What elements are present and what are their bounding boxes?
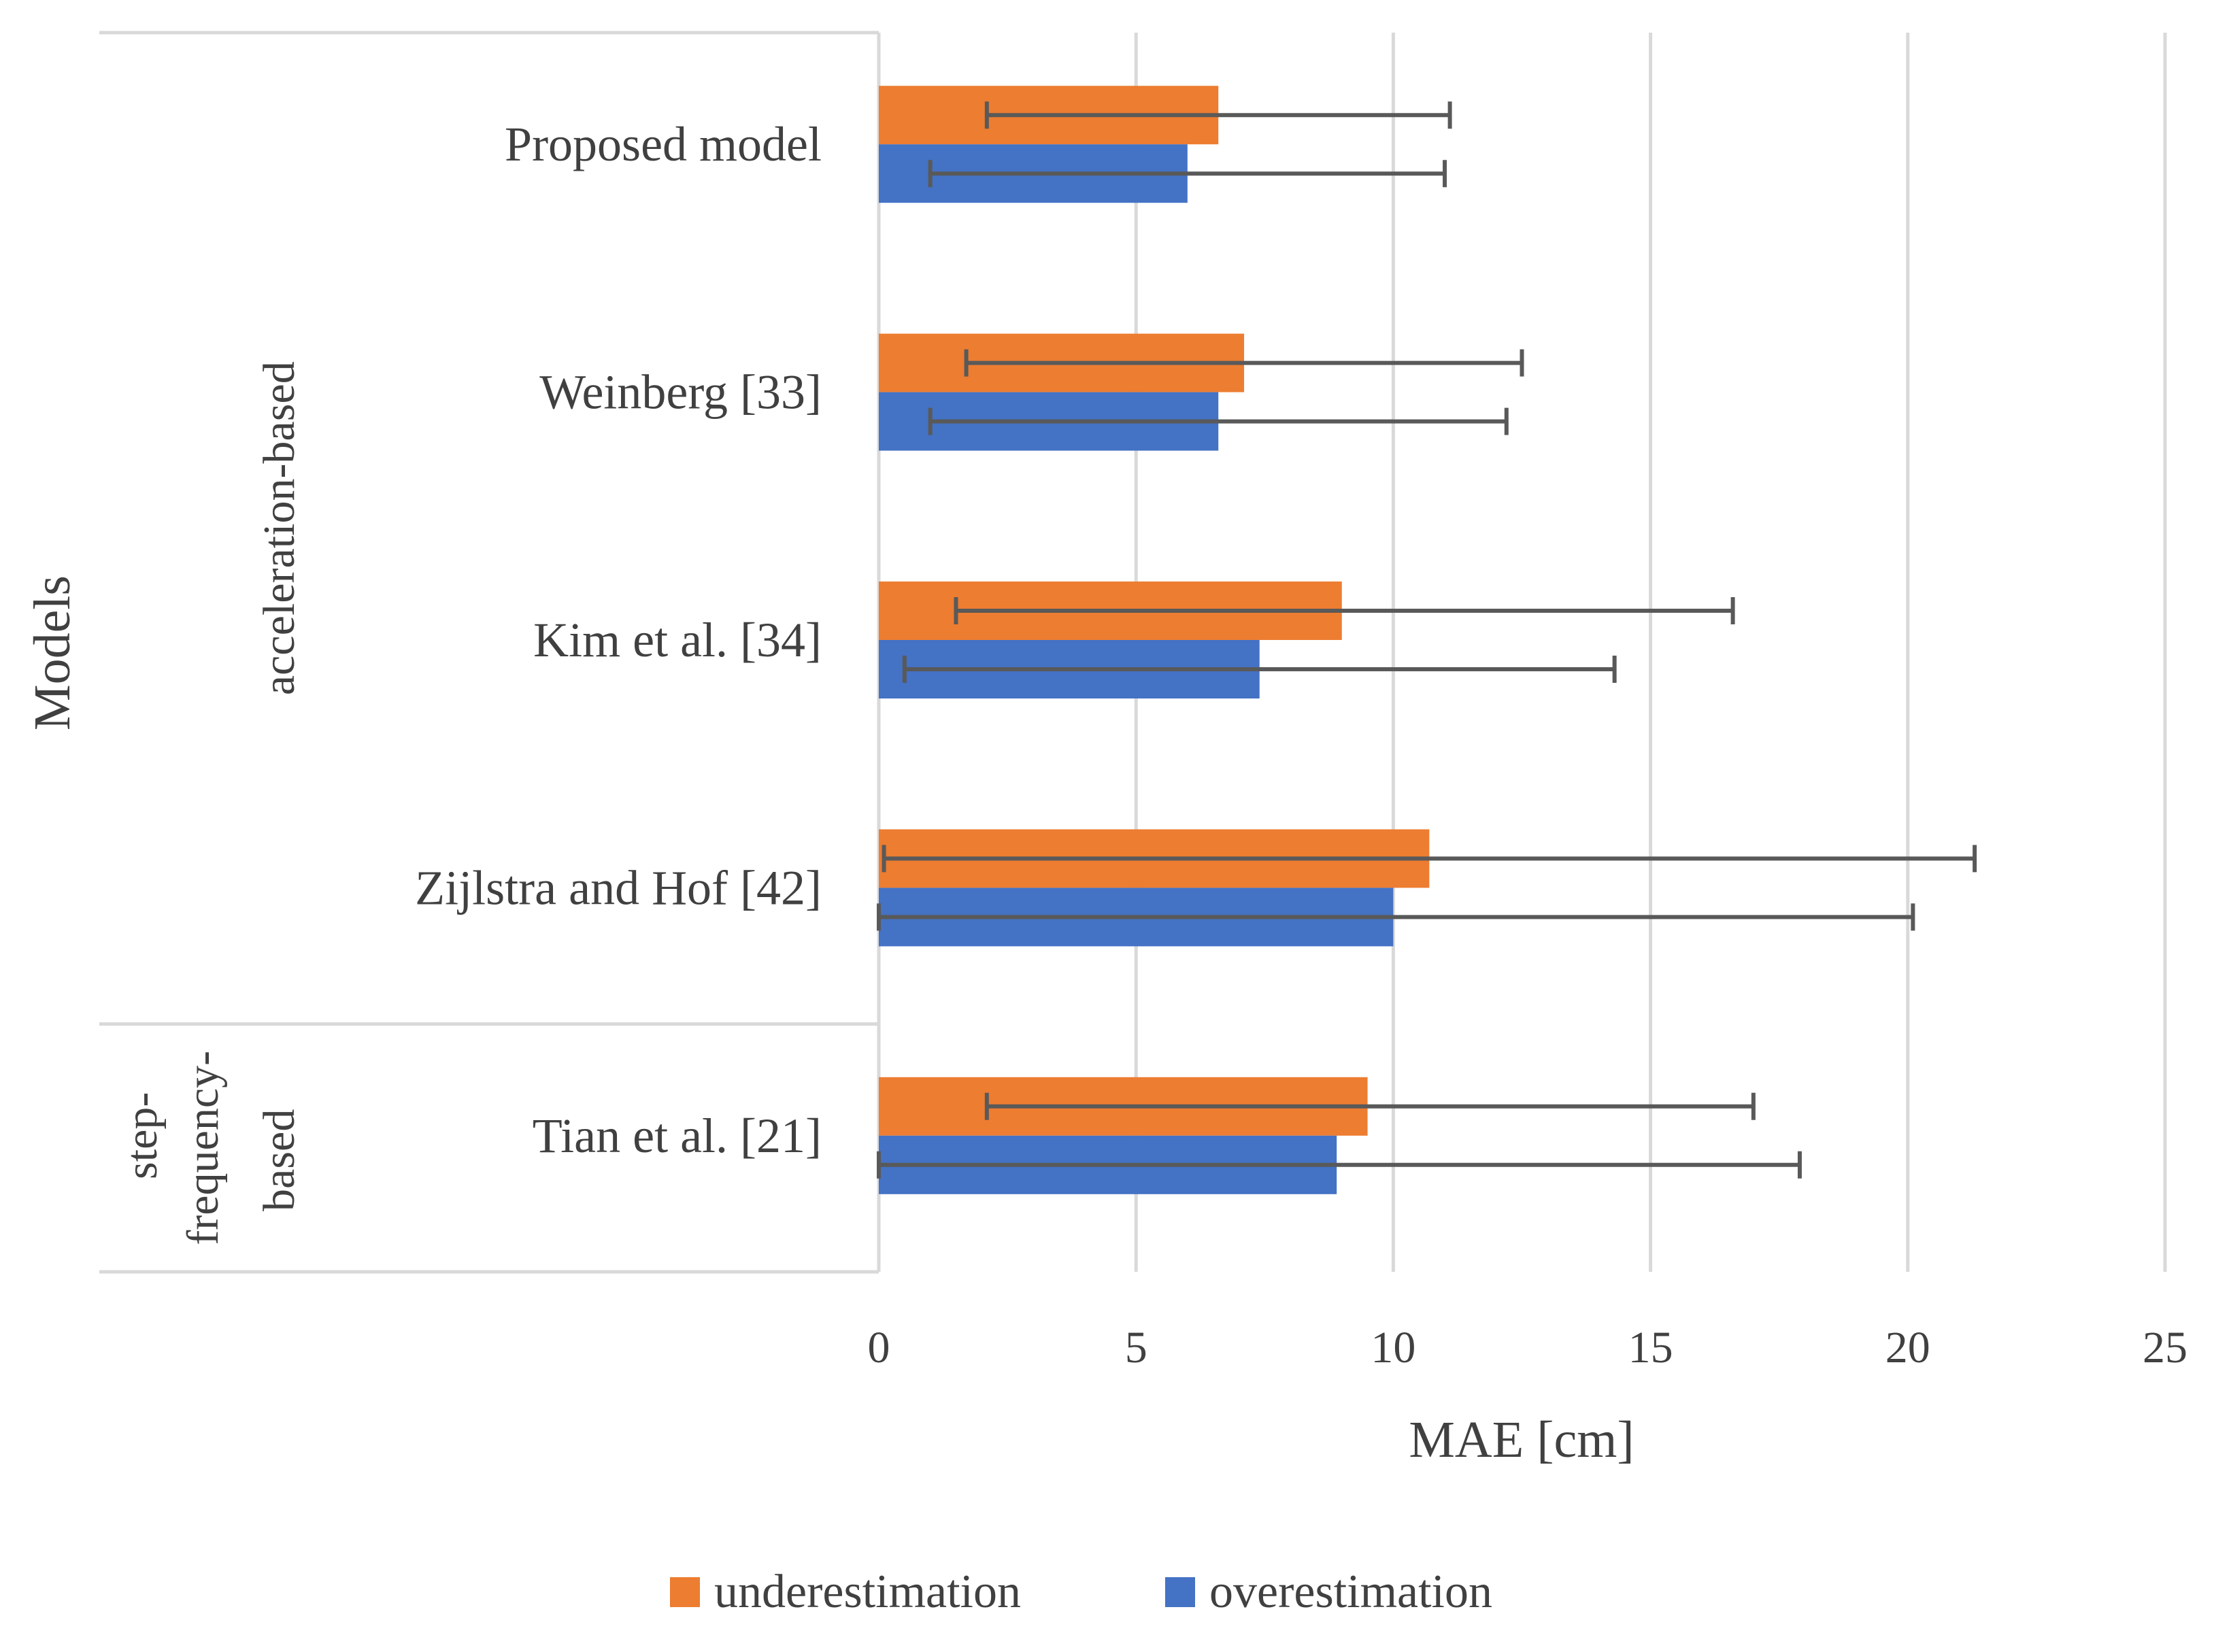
labels: 0 5 10 15 20 25 acceleration-based step-frequen… [117,117,2187,1372]
category-label: Tian et al. [21] [533,1109,822,1163]
x-axis-title: MAE [cm] [1409,1411,1634,1468]
x-tick-label: 20 [1885,1323,1930,1372]
gridlines [1134,33,2167,1272]
legend-label-overestimation: overestimation [1209,1566,1492,1618]
category-label: Proposed model [505,117,822,171]
x-tick-label: 10 [1371,1323,1415,1372]
category-label: Weinberg [33] [539,365,822,420]
group-label-line: based [254,1109,304,1211]
error-bars [877,101,1977,1179]
legend-swatch-overestimation [1165,1577,1195,1607]
legend: underestimation overestimation [670,1566,1492,1618]
group-label-line: frequency- [178,1051,228,1245]
legend-swatch-underestimation [670,1577,700,1607]
legend-label-underestimation: underestimation [714,1566,1021,1618]
x-tick-label: 0 [868,1323,890,1372]
y-axis-title: Models [24,575,81,730]
x-tick-label: 5 [1125,1323,1147,1372]
category-label: Zijlstra and Hof [42] [415,860,822,915]
group-label: acceleration-based [254,361,304,695]
bars [879,86,1430,1194]
x-tick-label: 25 [2143,1323,2187,1372]
category-label: Kim et al. [34] [533,613,822,667]
group-label-line: step- [117,1092,167,1179]
x-tick-label: 15 [1628,1323,1673,1372]
